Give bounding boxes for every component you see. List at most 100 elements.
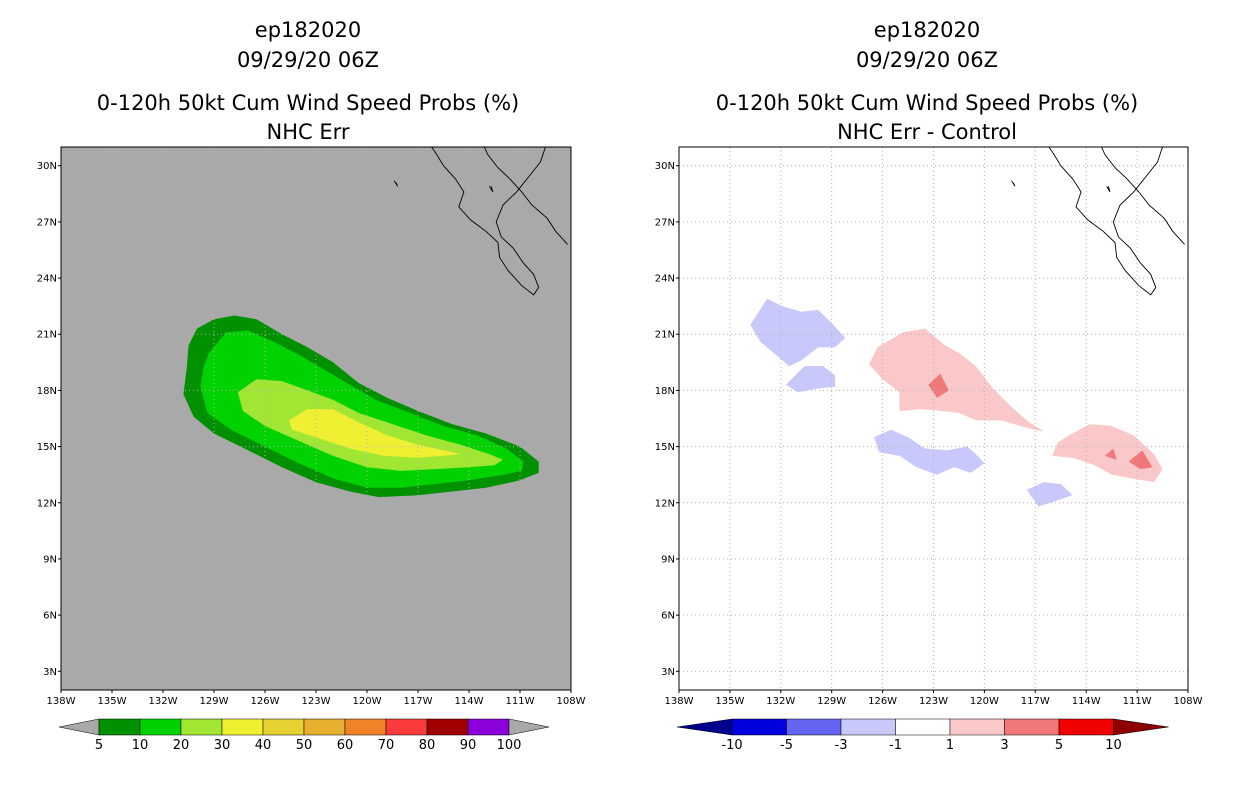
- colorbar-label: -3: [835, 738, 848, 753]
- coastline: [1106, 186, 1111, 193]
- colorbar-label: 1: [946, 738, 954, 753]
- contour-fill-3: [1128, 450, 1153, 470]
- x-tick-label: 138W: [665, 696, 694, 707]
- colorbar-swatch: [731, 718, 787, 736]
- colorbar-swatch: [139, 718, 182, 736]
- right-title: 0-120h 50kt Cum Wind Speed Probs (%): [716, 91, 1138, 115]
- colorbar-swatch: [949, 718, 1005, 736]
- coastline-layer: [1011, 147, 1185, 296]
- colorbar-swatch: [467, 718, 510, 736]
- colorbar-label: 90: [460, 738, 477, 753]
- contour-fill-1: [869, 328, 1044, 432]
- y-tick-label: 6N: [661, 611, 675, 622]
- colorbar-swatch: [221, 718, 264, 736]
- y-tick-label: 12N: [37, 498, 57, 509]
- x-tick-label: 108W: [557, 696, 586, 707]
- colorbar-swatch: [385, 718, 428, 736]
- y-tick-label: 6N: [43, 611, 57, 622]
- x-tick-label: 111W: [506, 696, 535, 707]
- coastline: [1048, 147, 1163, 296]
- y-tick-label: 24N: [655, 274, 675, 285]
- contour-fill-neg1: [750, 298, 846, 367]
- coastline-layer: [393, 147, 568, 296]
- x-tick-label: 123W: [302, 696, 331, 707]
- coastline: [489, 186, 494, 193]
- left-date: 09/29/20 06Z: [237, 48, 379, 72]
- y-tick-label: 18N: [37, 386, 57, 397]
- colorbar-swatch: [426, 718, 469, 736]
- contour-fill-neg1: [785, 366, 836, 393]
- colorbar-label: 100: [497, 738, 522, 753]
- colorbar-swatch: [840, 718, 896, 736]
- x-tick-label: 120W: [970, 696, 999, 707]
- colorbar-label: 30: [214, 738, 231, 753]
- x-tick-label: 132W: [149, 696, 178, 707]
- coastline: [393, 180, 399, 187]
- x-tick-label: 129W: [200, 696, 229, 707]
- coastline: [483, 147, 568, 245]
- x-tick-label: 129W: [817, 696, 846, 707]
- y-tick-label: 24N: [37, 274, 57, 285]
- colorbar-lower-triangle: [676, 718, 733, 736]
- y-tick-label: 15N: [37, 442, 57, 453]
- y-tick-label: 30N: [37, 161, 57, 172]
- contour-fill-30: [288, 409, 461, 458]
- left-plot-panel: 138W 135W 132W 129W 126W 123W 120W 117W 114W 111W…: [37, 146, 586, 707]
- colorbar-label: 70: [378, 738, 395, 753]
- colorbar-label: 3: [1000, 738, 1008, 753]
- contour-fill-3: [1104, 448, 1117, 460]
- contour-layer: [183, 315, 539, 498]
- colorbar-label: 60: [337, 738, 354, 753]
- right-subtitle: NHC Err - Control: [837, 120, 1017, 144]
- y-tick-label: 12N: [655, 498, 675, 509]
- y-tick-label: 27N: [37, 217, 57, 228]
- contour-layer: [750, 298, 1163, 507]
- colorbar-label: 5: [1055, 738, 1063, 753]
- y-tick-label: 18N: [655, 386, 675, 397]
- y-tick-label: 21N: [37, 330, 57, 341]
- colorbar-upper-triangle: [1113, 718, 1169, 736]
- coastline: [1101, 147, 1185, 245]
- colorbar-swatch: [895, 718, 951, 736]
- x-tick-label: 111W: [1123, 696, 1152, 707]
- y-tick-label: 3N: [43, 667, 57, 678]
- colorbar-label: 40: [255, 738, 272, 753]
- colorbar-label: -5: [780, 738, 793, 753]
- x-tick-label: 126W: [251, 696, 280, 707]
- x-tick-label: 135W: [715, 696, 744, 707]
- left-colorbar: 5 10 20 30 40 50 60 70 80 90 100: [58, 718, 550, 753]
- x-tick-label: 117W: [404, 696, 433, 707]
- left-storm-id: ep182020: [255, 18, 361, 42]
- colorbar-swatch: [303, 718, 346, 736]
- contour-fill-1: [1052, 424, 1163, 483]
- colorbar-swatch: [98, 718, 141, 736]
- colorbar-swatch: [786, 718, 842, 736]
- contour-fill-neg1: [1026, 482, 1073, 507]
- y-tick-label: 27N: [655, 217, 675, 228]
- colorbar-label: 10: [132, 738, 149, 753]
- colorbar-label: 80: [419, 738, 436, 753]
- y-tick-label: 30N: [655, 161, 675, 172]
- plot-background: [679, 147, 1188, 690]
- x-tick-label: 132W: [766, 696, 795, 707]
- colorbar-swatch: [180, 718, 223, 736]
- x-tick-label: 138W: [47, 696, 76, 707]
- y-tick-label: 9N: [43, 554, 57, 565]
- right-colorbar: -10 -5 -3 -1 1 3 5 10: [676, 718, 1169, 753]
- y-tick-label: 9N: [661, 554, 675, 565]
- x-tick-label: 108W: [1174, 696, 1203, 707]
- coastline: [431, 147, 546, 296]
- x-tick-label: 114W: [455, 696, 484, 707]
- x-tick-label: 120W: [353, 696, 382, 707]
- colorbar-swatch: [1058, 718, 1114, 736]
- y-tick-label: 15N: [655, 442, 675, 453]
- left-title: 0-120h 50kt Cum Wind Speed Probs (%): [97, 91, 519, 115]
- left-subtitle: NHC Err: [266, 120, 349, 144]
- x-tick-label: 135W: [98, 696, 127, 707]
- y-tick-label: 3N: [661, 667, 675, 678]
- colorbar-swatch: [1004, 718, 1060, 736]
- coastline: [1011, 180, 1016, 187]
- contour-fill-20: [237, 379, 504, 471]
- x-tick-label: 117W: [1021, 696, 1050, 707]
- colorbar-upper-triangle: [508, 718, 550, 736]
